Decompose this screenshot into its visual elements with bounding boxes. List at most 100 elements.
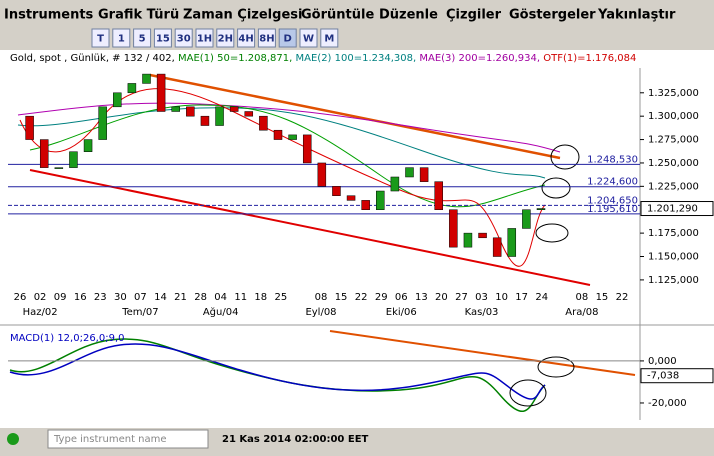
timeframe-button[interactable]	[133, 28, 152, 48]
candle	[449, 209, 458, 248]
timeframe-label[interactable]: 15	[156, 34, 170, 45]
timeframe-label[interactable]: 30	[177, 34, 191, 45]
timeframe-button[interactable]	[112, 28, 131, 48]
candle	[127, 83, 137, 94]
timeframe-label[interactable]: D	[284, 34, 292, 45]
candle	[492, 237, 502, 257]
x-tick-label: 23	[94, 292, 107, 303]
menu-item[interactable]: Çizgiler	[446, 8, 502, 23]
candle	[346, 195, 356, 201]
x-tick-label: 30	[114, 292, 127, 303]
timeframe-button[interactable]	[91, 28, 110, 48]
timeframe-label[interactable]: 8H	[259, 34, 274, 45]
month-label: Tem/07	[121, 307, 158, 318]
timeframe-label[interactable]: 1	[118, 34, 125, 45]
candle	[376, 190, 385, 210]
candle	[390, 176, 400, 192]
timeframe-button[interactable]	[153, 28, 172, 48]
x-tick-label: 10	[495, 292, 508, 303]
timeframe-label[interactable]: 4H	[238, 34, 253, 45]
x-tick-label: 04	[214, 292, 227, 303]
candle	[463, 232, 473, 248]
candle	[405, 167, 414, 178]
timeframe-button[interactable]	[174, 28, 193, 48]
x-tick-label: 16	[74, 292, 87, 303]
candle	[69, 151, 78, 168]
candle	[171, 106, 180, 112]
macd-current-label: -7,038	[647, 371, 679, 382]
x-tick-label: 06	[395, 292, 408, 303]
timeframe-label[interactable]: 5	[139, 34, 146, 45]
candle	[434, 181, 443, 210]
x-tick-label: 21	[174, 292, 187, 303]
x-tick-label: 29	[375, 292, 388, 303]
x-tick-label: 15	[335, 292, 348, 303]
candle	[186, 106, 195, 117]
legend: Gold, spot , Günlük, # 132 / 402, MAE(1)…	[10, 53, 636, 64]
menu-item[interactable]: Düzenle	[379, 8, 438, 23]
macd-title: MACD(1) 12,0;26,0;9,0	[10, 333, 125, 344]
timeframe-button[interactable]	[237, 28, 256, 48]
legend-entry: MAE(3) 200=1.260,934,	[419, 53, 543, 64]
candle	[332, 186, 341, 196]
month-label: Eki/06	[386, 307, 417, 318]
status-time: 21 Kas 2014 02:00:00 EET	[222, 434, 369, 445]
x-tick-label: 07	[134, 292, 147, 303]
timeframe-button[interactable]	[299, 28, 318, 48]
menu-item[interactable]: Göstergeler	[509, 8, 596, 23]
macd-current-box	[640, 368, 714, 384]
menu-item[interactable]: Instruments	[4, 8, 94, 23]
menu-item[interactable]: Grafik Türü	[98, 8, 179, 23]
candle	[113, 92, 122, 108]
timeframe-button[interactable]	[195, 28, 214, 48]
y-tick-label: 1.275,000	[648, 135, 699, 146]
candle	[244, 111, 254, 117]
timeframe-button[interactable]	[278, 28, 297, 48]
timeframe-label[interactable]: T	[97, 34, 104, 45]
instrument-input[interactable]	[47, 429, 209, 449]
timeframe-label[interactable]: 2H	[218, 34, 233, 45]
candle	[156, 73, 166, 112]
candle	[215, 106, 224, 126]
month-label: Eyl/08	[305, 307, 336, 318]
x-tick-label: 17	[515, 292, 528, 303]
status-indicator	[7, 433, 19, 445]
x-tick-label: 08	[575, 292, 588, 303]
y-tick-label: 1.175,000	[648, 228, 699, 239]
timeframe-button[interactable]	[216, 28, 235, 48]
y-tick-label: 1.150,000	[648, 252, 699, 263]
month-label: Kas/03	[465, 307, 499, 318]
candle	[259, 115, 268, 131]
x-tick-label: 02	[34, 292, 47, 303]
candle	[317, 162, 327, 187]
x-tick-label: 22	[355, 292, 368, 303]
timeframe-label[interactable]: W	[303, 34, 314, 45]
month-label: Haz/02	[23, 307, 58, 318]
y-tick-label: 1.225,000	[648, 181, 699, 192]
timeframe-label[interactable]: M	[324, 34, 334, 45]
candle	[229, 106, 239, 112]
chart-pane	[0, 50, 714, 428]
instrument-input-placeholder[interactable]: Type instrument name	[53, 434, 167, 445]
x-tick-label: 11	[234, 292, 247, 303]
candle	[54, 167, 64, 169]
timeframe-label[interactable]: 1H	[197, 34, 212, 45]
candle	[288, 134, 297, 140]
candle	[200, 115, 210, 126]
legend-entry: MAE(2) 100=1.234,308,	[296, 53, 420, 64]
timeframe-button[interactable]	[257, 28, 276, 48]
y-tick-label: 1.300,000	[648, 111, 699, 122]
legend-entry: MAE(1) 50=1.208,871,	[178, 53, 296, 64]
candle	[522, 209, 531, 229]
candle	[507, 228, 517, 257]
drawings	[9, 73, 636, 412]
timeframe-button[interactable]	[320, 28, 339, 48]
level-label: 1.224,600	[587, 177, 638, 188]
menu-item[interactable]: Görüntüle	[301, 8, 374, 23]
menu-item[interactable]: Zaman Çizelgesi	[183, 8, 302, 23]
candle	[39, 139, 49, 168]
menu-item[interactable]: Yakınlaştır	[597, 8, 676, 23]
x-tick-label: 03	[475, 292, 488, 303]
current-price-label: 1.201,290	[647, 204, 698, 215]
